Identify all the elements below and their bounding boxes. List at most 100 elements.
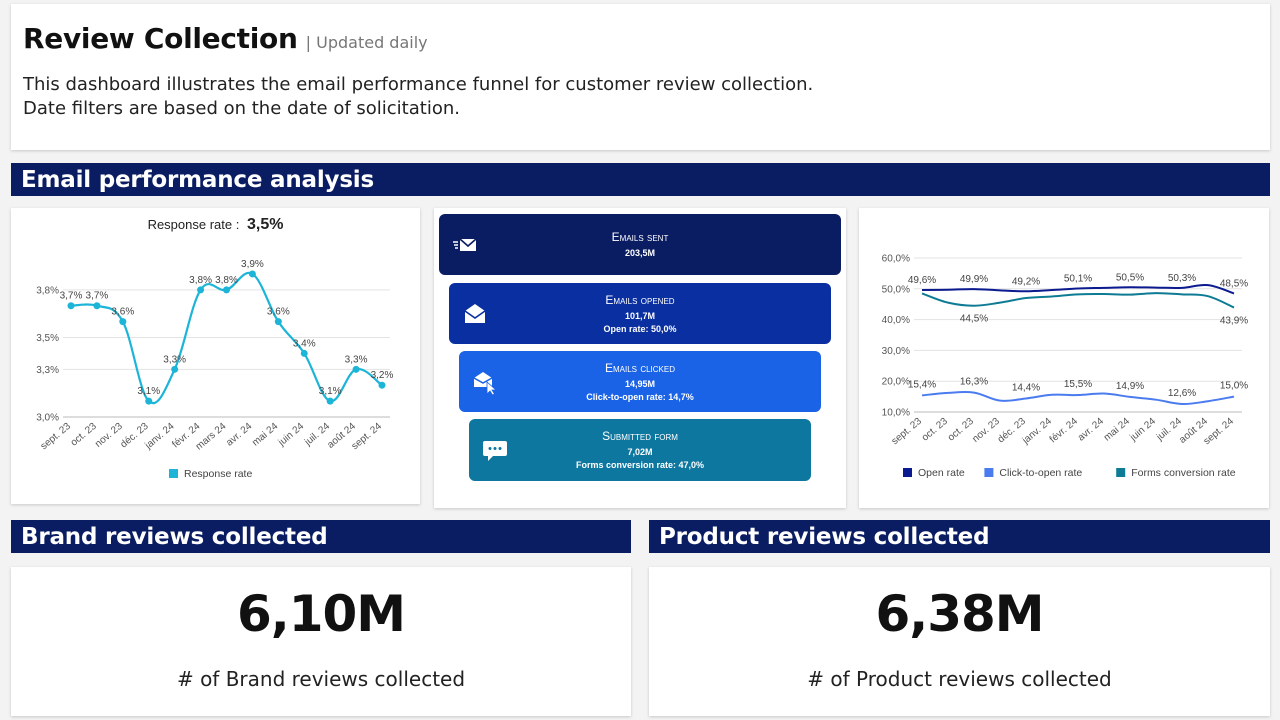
data-point	[197, 286, 205, 294]
data-label: 14,9%	[1116, 381, 1144, 392]
series-line	[921, 292, 1235, 309]
data-label: 12,6%	[1168, 388, 1196, 399]
data-point	[274, 318, 282, 326]
data-label: 3,8%	[189, 275, 212, 286]
y-tick-label: 3,0%	[36, 413, 59, 424]
description-line: Date filters are based on the date of so…	[23, 98, 460, 119]
data-label: 3,1%	[137, 386, 160, 397]
data-point	[119, 318, 127, 326]
page-title: Review Collection	[23, 22, 298, 55]
data-label: 3,6%	[111, 307, 134, 318]
data-point	[300, 349, 308, 357]
description-line: This dashboard illustrates the email per…	[23, 74, 814, 95]
section-title-brand: Brand reviews collected	[11, 520, 631, 553]
series-line	[921, 283, 1235, 295]
y-tick-label: 3,5%	[36, 333, 59, 344]
response-rate-chart-card: Response rate : 3,5% 3,0% 3,3% 3,5% 3,8% sep…	[11, 208, 420, 504]
section-title-product: Product reviews collected	[649, 520, 1270, 553]
kpi-label: # of Product reviews collected	[807, 667, 1112, 691]
header-card: Review Collection | Updated daily This d…	[11, 4, 1270, 150]
funnel-step-emails-clicked[interactable]: Emails clicked 14,95M Click-to-open rate…	[459, 351, 821, 412]
email-funnel: Emails sent 203,5M Emails opened 101,7M …	[434, 208, 846, 508]
funnel-step-emails-sent[interactable]: Emails sent 203,5M	[439, 214, 841, 275]
email-click-icon	[473, 371, 498, 396]
legend-label: Open rate	[918, 467, 965, 479]
x-tick-label: févr. 24	[1048, 416, 1081, 446]
funnel-step-value: 14,95M	[624, 379, 656, 389]
page-subtitle: | Updated daily	[305, 33, 428, 52]
data-label: 3,9%	[241, 259, 264, 270]
legend-swatch	[169, 469, 178, 478]
funnel-step-value: 101,7M	[624, 311, 656, 321]
kpi-value: 6,38M	[875, 585, 1044, 643]
y-tick-label: 20,0%	[882, 377, 910, 388]
kpi-value: 6,10M	[236, 585, 406, 643]
data-label: 50,5%	[1116, 272, 1144, 283]
data-label: 49,2%	[1012, 276, 1040, 287]
rates-chart-card: 10,0% 20,0% 30,0% 40,0% 50,0% 60,0% sept. 23 oc…	[859, 208, 1269, 508]
y-tick-label: 10,0%	[882, 408, 910, 419]
data-label: 16,3%	[960, 377, 988, 388]
data-label: 3,7%	[60, 291, 83, 302]
data-point	[378, 381, 386, 389]
x-tick-label: oct. 23	[920, 416, 950, 444]
data-label: 44,5%	[960, 314, 988, 325]
x-tick-label: mai 24	[250, 421, 280, 449]
data-point	[248, 270, 256, 278]
x-tick-label: mai 24	[1102, 416, 1132, 444]
funnel-step-rate: Open rate: 50,0%	[603, 324, 677, 334]
legend-swatch	[984, 468, 994, 477]
product-reviews-kpi: 6,38M # of Product reviews collected	[649, 567, 1270, 716]
data-label: 15,0%	[1220, 381, 1248, 392]
legend-swatch	[903, 468, 912, 477]
data-label: 3,4%	[293, 338, 316, 349]
x-tick-label: sept. 23	[890, 416, 925, 448]
funnel-step-title: Emails opened	[605, 293, 675, 307]
funnel-step-title: Submitted form	[602, 429, 678, 443]
data-label: 43,9%	[1220, 316, 1248, 327]
y-tick-label: 60,0%	[882, 254, 910, 265]
data-label: 15,5%	[1064, 379, 1092, 390]
data-label: 3,2%	[371, 370, 394, 381]
data-label: 15,4%	[908, 379, 936, 390]
funnel-step-title: Emails sent	[611, 230, 669, 244]
data-label: 14,4%	[1012, 382, 1040, 393]
data-point	[352, 365, 360, 373]
x-tick-label: juin 24	[276, 421, 307, 449]
x-tick-label: sept. 23	[39, 421, 74, 453]
y-tick-label: 3,8%	[36, 285, 59, 296]
y-tick-label: 3,3%	[36, 365, 59, 376]
response-rate-summary: Response rate : 3,5%	[11, 216, 420, 234]
section-title-email: Email performance analysis	[11, 163, 1270, 196]
legend-label: Forms conversion rate	[1131, 467, 1236, 479]
funnel-step-emails-opened[interactable]: Emails opened 101,7M Open rate: 50,0%	[449, 283, 831, 344]
data-point	[145, 397, 153, 405]
data-label: 49,9%	[960, 274, 988, 285]
x-tick-label: sept. 24	[1202, 416, 1237, 448]
legend-label: Response rate	[184, 468, 252, 480]
data-point	[67, 302, 75, 310]
data-label: 3,6%	[267, 307, 290, 318]
data-label: 3,3%	[345, 354, 368, 365]
funnel-step-rate: Forms conversion rate: 47,0%	[575, 460, 705, 470]
response-rate-value: 3,5%	[246, 216, 284, 233]
data-label: 3,8%	[215, 275, 238, 286]
data-label: 48,5%	[1220, 278, 1248, 289]
funnel-step-value: 203,5M	[624, 248, 656, 258]
envelope-open-icon	[464, 303, 486, 323]
data-label: 50,1%	[1064, 273, 1092, 284]
funnel-step-submitted-form[interactable]: Submitted form 7,02M Forms conversion ra…	[469, 419, 811, 481]
brand-reviews-kpi: 6,10M # of Brand reviews collected	[11, 567, 631, 716]
x-tick-label: sept. 24	[350, 421, 385, 453]
x-tick-label: janv. 24	[142, 421, 176, 452]
funnel-step-rate: Click-to-open rate: 14,7%	[586, 392, 694, 402]
data-label: 3,1%	[319, 386, 342, 397]
data-label: 3,3%	[163, 354, 186, 365]
data-label: 3,7%	[86, 291, 109, 302]
data-point	[223, 286, 230, 294]
data-label: 49,6%	[908, 275, 936, 286]
funnel-step-value: 7,02M	[627, 447, 653, 457]
y-tick-label: 40,0%	[882, 315, 910, 326]
response-rate-label: Response rate :	[147, 217, 240, 232]
